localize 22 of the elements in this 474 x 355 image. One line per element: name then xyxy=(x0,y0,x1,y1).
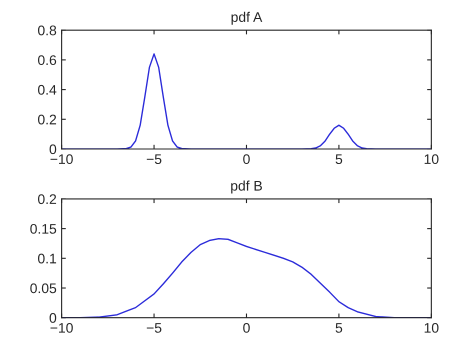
y-tick-label: 0.15 xyxy=(30,224,56,234)
y-tick-label: 0 xyxy=(50,144,56,154)
y-tick-label: 0 xyxy=(50,313,56,323)
x-tick-label: 5 xyxy=(336,154,342,164)
y-tick-label: 0.1 xyxy=(38,254,56,264)
y-tick-label: 0.6 xyxy=(38,55,56,66)
x-tick-label: −5 xyxy=(146,154,162,164)
y-tick-label: 0.2 xyxy=(38,194,56,204)
x-tick-label: 0 xyxy=(243,322,250,333)
x-tick-label: −5 xyxy=(146,323,162,333)
y-tick-label: 0.2 xyxy=(38,114,56,124)
x-tick-label: −10 xyxy=(50,154,73,164)
y-tick-label: 0.8 xyxy=(38,26,56,36)
x-tick-label: 10 xyxy=(424,322,439,333)
x-tick-label: 5 xyxy=(336,323,342,333)
y-tick-label: 0.05 xyxy=(30,283,56,294)
chart-title: pdf A xyxy=(232,12,262,25)
x-tick-label: 10 xyxy=(424,154,439,164)
x-tick-label: −10 xyxy=(50,322,73,333)
x-tick-label: 0 xyxy=(243,154,250,164)
y-tick-label: 0.4 xyxy=(38,84,56,95)
chart-title: pdf B xyxy=(231,180,262,194)
